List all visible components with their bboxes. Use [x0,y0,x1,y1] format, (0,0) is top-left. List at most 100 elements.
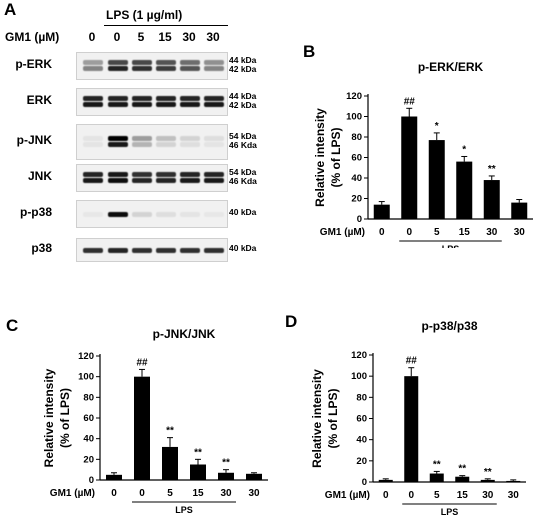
bar [455,476,470,482]
y-axis-label: Relative intensity [42,368,56,467]
blot-band [204,102,224,107]
lane-number: 5 [137,30,145,44]
blot-band [83,142,103,147]
y-tick-label: 100 [78,372,94,383]
blot-band [132,96,152,101]
blot-band [108,66,128,71]
kda-label: 46 Kda [229,140,257,150]
lane-number: 0 [113,30,121,44]
chart-p-jnk: p-JNK/JNK 0 20 40 60 80 100 120 Relative intensi… [42,327,268,515]
kda-label: 40 kDa [229,207,257,217]
bar [378,479,393,482]
y-tick-label: 20 [356,456,367,467]
significance-label: ** [222,458,230,469]
blot-band [204,247,224,253]
blot-band [156,136,176,141]
blot-band [132,60,152,65]
blot-band [83,66,103,71]
blot-band [156,247,176,253]
y-tick-label: 60 [351,153,362,164]
blot-image [76,52,228,80]
blot-band [108,178,128,183]
blot-label: p38 [31,241,52,255]
blot-band [83,102,103,107]
blot-band [180,211,200,217]
y-tick-label: 100 [351,371,367,382]
significance-label: ## [136,357,148,368]
blot-label: p-JNK [16,133,52,147]
blot-band [180,96,200,101]
blot-band [108,60,128,65]
blot-image [76,200,228,228]
y-tick-label: 40 [83,434,94,445]
blot-band [108,142,128,147]
x-tick-label: 30 [220,488,232,499]
x-tick-label: 30 [248,488,260,499]
y-tick-label: 40 [351,173,362,184]
x-tick-label: 5 [167,488,173,499]
blot-band [132,102,152,107]
blot-band [180,178,200,183]
blot-band [132,247,152,253]
blot-band [156,172,176,177]
kda-label: 54 kDa [229,167,257,177]
blot-label: ERK [26,93,52,107]
blot-band [204,211,224,217]
x-tick-label: 0 [383,490,389,501]
dose-row-label: GM1 (µM) [5,30,60,44]
blot-band [132,178,152,183]
chart-title: p-JNK/JNK [153,327,216,341]
lane-number: 15 [158,30,172,44]
bar [506,480,521,482]
blot-band [132,172,152,177]
blot-band [132,142,152,147]
blot-band [156,60,176,65]
bar [428,140,445,219]
significance-label: ## [406,356,418,367]
lane-number: 30 [182,30,196,44]
blot-image [76,164,228,192]
blot-band [180,142,200,147]
x-tick-label: 30 [482,490,494,501]
blot-band [83,247,103,253]
blot-band [156,211,176,217]
treatment-label: LPS (1 µg/ml) [106,8,183,22]
kda-label: 40 kDa [229,243,257,253]
significance-label: ** [484,467,492,478]
blot-band [83,211,103,217]
blot-image [76,238,228,262]
chart-title: p-p38/p38 [421,319,477,333]
y-tick-label: 0 [357,214,362,225]
kda-label: 44 kDa [229,55,257,65]
blot-band [180,60,200,65]
y-tick-label: 20 [83,454,94,465]
x-tick-label: 30 [486,227,498,238]
bar [401,116,418,219]
blot-label: p-ERK [15,57,52,71]
bar [456,161,473,219]
kda-label: 46 Kda [229,176,257,186]
y-axis-label: Relative intensity [313,108,327,207]
blot-band [83,136,103,141]
y-tick-label: 120 [346,91,362,102]
x-axis-prefix: GM1 (µM) [50,488,95,499]
blot-band [83,172,103,177]
x-tick-label: 15 [459,227,471,238]
x-tick-label: 0 [406,227,412,238]
blot-band [180,136,200,141]
bar [134,376,150,480]
blot-band [156,178,176,183]
blot-label: JNK [27,169,52,183]
y-tick-label: 40 [356,435,367,446]
bar [246,473,262,480]
x-tick-label: 5 [434,227,440,238]
x-axis-prefix: GM1 (µM) [325,490,370,501]
blot-band [132,211,152,217]
bar [404,376,419,482]
blot-image [76,124,228,160]
bar [480,479,495,482]
panel-letter-a: A [4,0,17,19]
group-label: LPS [442,244,460,248]
y-tick-label: 100 [346,112,362,123]
y-tick-label: 80 [351,132,362,143]
